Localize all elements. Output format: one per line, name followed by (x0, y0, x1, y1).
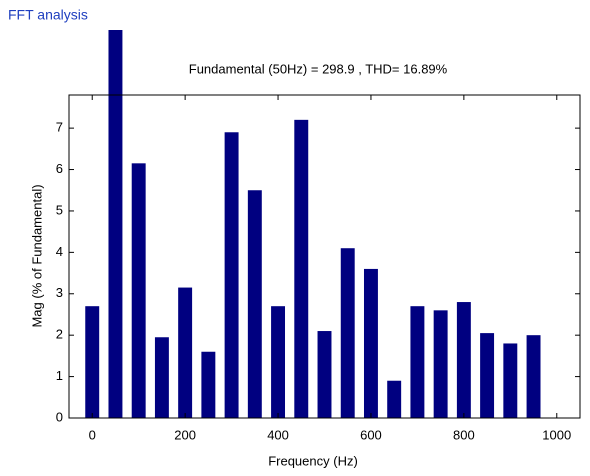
bar (108, 30, 123, 419)
bar (154, 337, 169, 418)
y-axis-label: Mag (% of Fundamental) (29, 184, 44, 327)
x-tick-label: 800 (453, 427, 475, 442)
bar (271, 306, 286, 418)
bar (340, 248, 355, 418)
bar (526, 335, 541, 418)
plot-frame (68, 94, 581, 419)
x-axis-label: Frequency (Hz) (268, 453, 358, 468)
x-tick-label: 1000 (542, 427, 571, 442)
bar (178, 287, 193, 418)
bar (363, 268, 378, 418)
bar (410, 306, 425, 418)
bar (317, 331, 332, 418)
x-tick-label: 200 (174, 427, 196, 442)
x-tick-label: 0 (89, 427, 96, 442)
y-tick-label: 6 (56, 161, 63, 176)
chart-title: Fundamental (50Hz) = 298.9 , THD= 16.89% (189, 61, 448, 76)
y-tick-label: 0 (56, 409, 63, 424)
bar (503, 343, 518, 418)
y-tick-label: 7 (56, 120, 63, 135)
bar (224, 132, 239, 418)
bar (247, 190, 262, 418)
bars (85, 30, 541, 419)
bar (201, 351, 216, 418)
x-tick-label: 600 (360, 427, 382, 442)
y-tick-label: 2 (56, 327, 63, 342)
y-tick-label: 1 (56, 368, 63, 383)
y-tick-label: 5 (56, 202, 63, 217)
bar (131, 163, 146, 418)
bar (456, 302, 471, 418)
bar (480, 333, 495, 418)
bar (85, 306, 100, 418)
y-tick-label: 3 (56, 285, 63, 300)
bar (387, 380, 402, 418)
bar (294, 119, 309, 418)
bar (433, 310, 448, 418)
y-tick-label: 4 (56, 244, 63, 259)
x-tick-label: 400 (267, 427, 289, 442)
window-title: FFT analysis (8, 7, 88, 23)
